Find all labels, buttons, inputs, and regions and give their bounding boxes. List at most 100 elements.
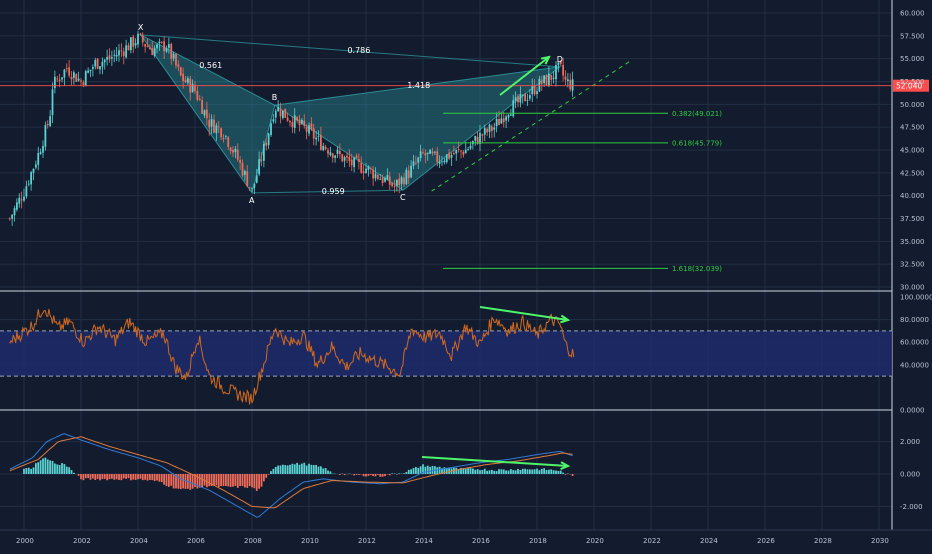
- candle-body: [265, 143, 267, 146]
- candle-body: [211, 119, 213, 127]
- macd-histogram-bar: [123, 474, 125, 478]
- candle-body: [23, 197, 25, 201]
- candle-body: [541, 81, 543, 85]
- candle-body: [460, 151, 462, 152]
- macd-histogram-bar: [282, 465, 284, 474]
- harmonic-ratio-label: 0.786: [347, 46, 370, 55]
- candle-body: [132, 37, 134, 47]
- candle-body: [230, 148, 232, 151]
- candle-body: [474, 136, 476, 141]
- candle-body: [109, 55, 111, 59]
- x-axis-tick: 2022: [643, 537, 661, 545]
- candle-body: [37, 153, 39, 165]
- candle-body: [282, 111, 284, 118]
- candle-body: [415, 163, 417, 164]
- harmonic-point-label: X: [138, 23, 144, 32]
- candle-body: [367, 166, 369, 170]
- candle-body: [517, 96, 519, 102]
- candle-body: [436, 151, 438, 162]
- macd-histogram-bar: [375, 474, 377, 476]
- macd-histogram-bar: [301, 464, 303, 474]
- price-axis-tick: 60.000: [900, 10, 925, 18]
- macd-histogram-bar: [543, 468, 545, 474]
- macd-histogram-bar: [28, 468, 30, 474]
- x-axis-tick: 2002: [73, 537, 91, 545]
- candle-body: [486, 129, 488, 133]
- candle-body: [270, 123, 272, 135]
- candle-body: [550, 75, 552, 80]
- candle-body: [391, 183, 393, 186]
- candle-body: [28, 184, 30, 185]
- candle-body: [59, 80, 61, 82]
- macd-histogram-bar: [396, 474, 398, 475]
- candle-body: [522, 95, 524, 96]
- rsi-axis-tick: 60.0000: [900, 339, 929, 347]
- macd-histogram-bar: [436, 467, 438, 474]
- macd-histogram-bar: [391, 473, 393, 474]
- candle-body: [130, 37, 132, 50]
- candle-body: [182, 74, 184, 81]
- macd-histogram-bar: [208, 474, 210, 486]
- candle-body: [360, 163, 362, 173]
- price-axis-tick: 42.500: [900, 169, 925, 177]
- macd-histogram-bar: [429, 467, 431, 474]
- candle-body: [315, 138, 317, 140]
- candle-body: [503, 118, 505, 122]
- macd-histogram-bar: [73, 473, 75, 474]
- candle-body: [128, 45, 130, 50]
- harmonic-point-label: D: [557, 55, 563, 64]
- macd-histogram-bar: [303, 463, 305, 474]
- candle-body: [92, 67, 94, 69]
- candle-body: [11, 215, 13, 219]
- candle-body: [199, 99, 201, 100]
- harmonic-ratio-label: 0.561: [199, 61, 222, 70]
- candle-body: [443, 161, 445, 163]
- macd-histogram-bar: [389, 474, 391, 475]
- candle-body: [500, 119, 502, 124]
- candle-body: [272, 119, 274, 121]
- candle-body: [370, 168, 372, 169]
- macd-histogram-bar: [59, 465, 61, 474]
- candle-body: [524, 94, 526, 101]
- candle-body: [484, 128, 486, 135]
- macd-histogram-bar: [111, 474, 113, 479]
- macd-histogram-bar: [277, 466, 279, 474]
- candle-body: [505, 116, 507, 120]
- macd-histogram-bar: [261, 474, 263, 487]
- candle-body: [49, 116, 51, 126]
- macd-histogram-bar: [49, 460, 51, 474]
- macd-histogram-bar: [25, 468, 27, 474]
- macd-histogram-bar: [465, 469, 467, 474]
- candle-body: [432, 152, 434, 154]
- macd-histogram-bar: [339, 474, 341, 475]
- candle-body: [268, 133, 270, 145]
- macd-histogram-bar: [310, 465, 312, 474]
- macd-histogram-bar: [522, 469, 524, 474]
- macd-histogram-bar: [61, 463, 63, 474]
- macd-histogram-bar: [546, 470, 548, 474]
- macd-histogram-bar: [85, 474, 87, 478]
- harmonic-point-label: B: [272, 93, 278, 102]
- candle-body: [289, 121, 291, 122]
- macd-histogram-bar: [517, 469, 519, 474]
- candle-body: [303, 121, 305, 126]
- fib-level-label: 0.382(49.021): [672, 110, 722, 118]
- candle-body: [429, 150, 431, 154]
- macd-histogram-bar: [128, 474, 130, 478]
- candle-body: [66, 68, 68, 69]
- macd-histogram-bar: [234, 474, 236, 486]
- macd-histogram-bar: [68, 467, 70, 474]
- candle-body: [562, 65, 564, 76]
- macd-histogram-bar: [410, 469, 412, 474]
- candle-body: [339, 151, 341, 154]
- macd-histogram-bar: [82, 474, 84, 480]
- macd-histogram-bar: [405, 472, 407, 474]
- candle-body: [220, 128, 222, 137]
- macd-histogram-bar: [503, 469, 505, 474]
- candle-body: [451, 155, 453, 158]
- candle-body: [481, 134, 483, 135]
- macd-histogram-bar: [541, 469, 543, 474]
- candle-body: [175, 54, 177, 65]
- candle-body: [422, 152, 424, 153]
- macd-histogram-bar: [408, 470, 410, 474]
